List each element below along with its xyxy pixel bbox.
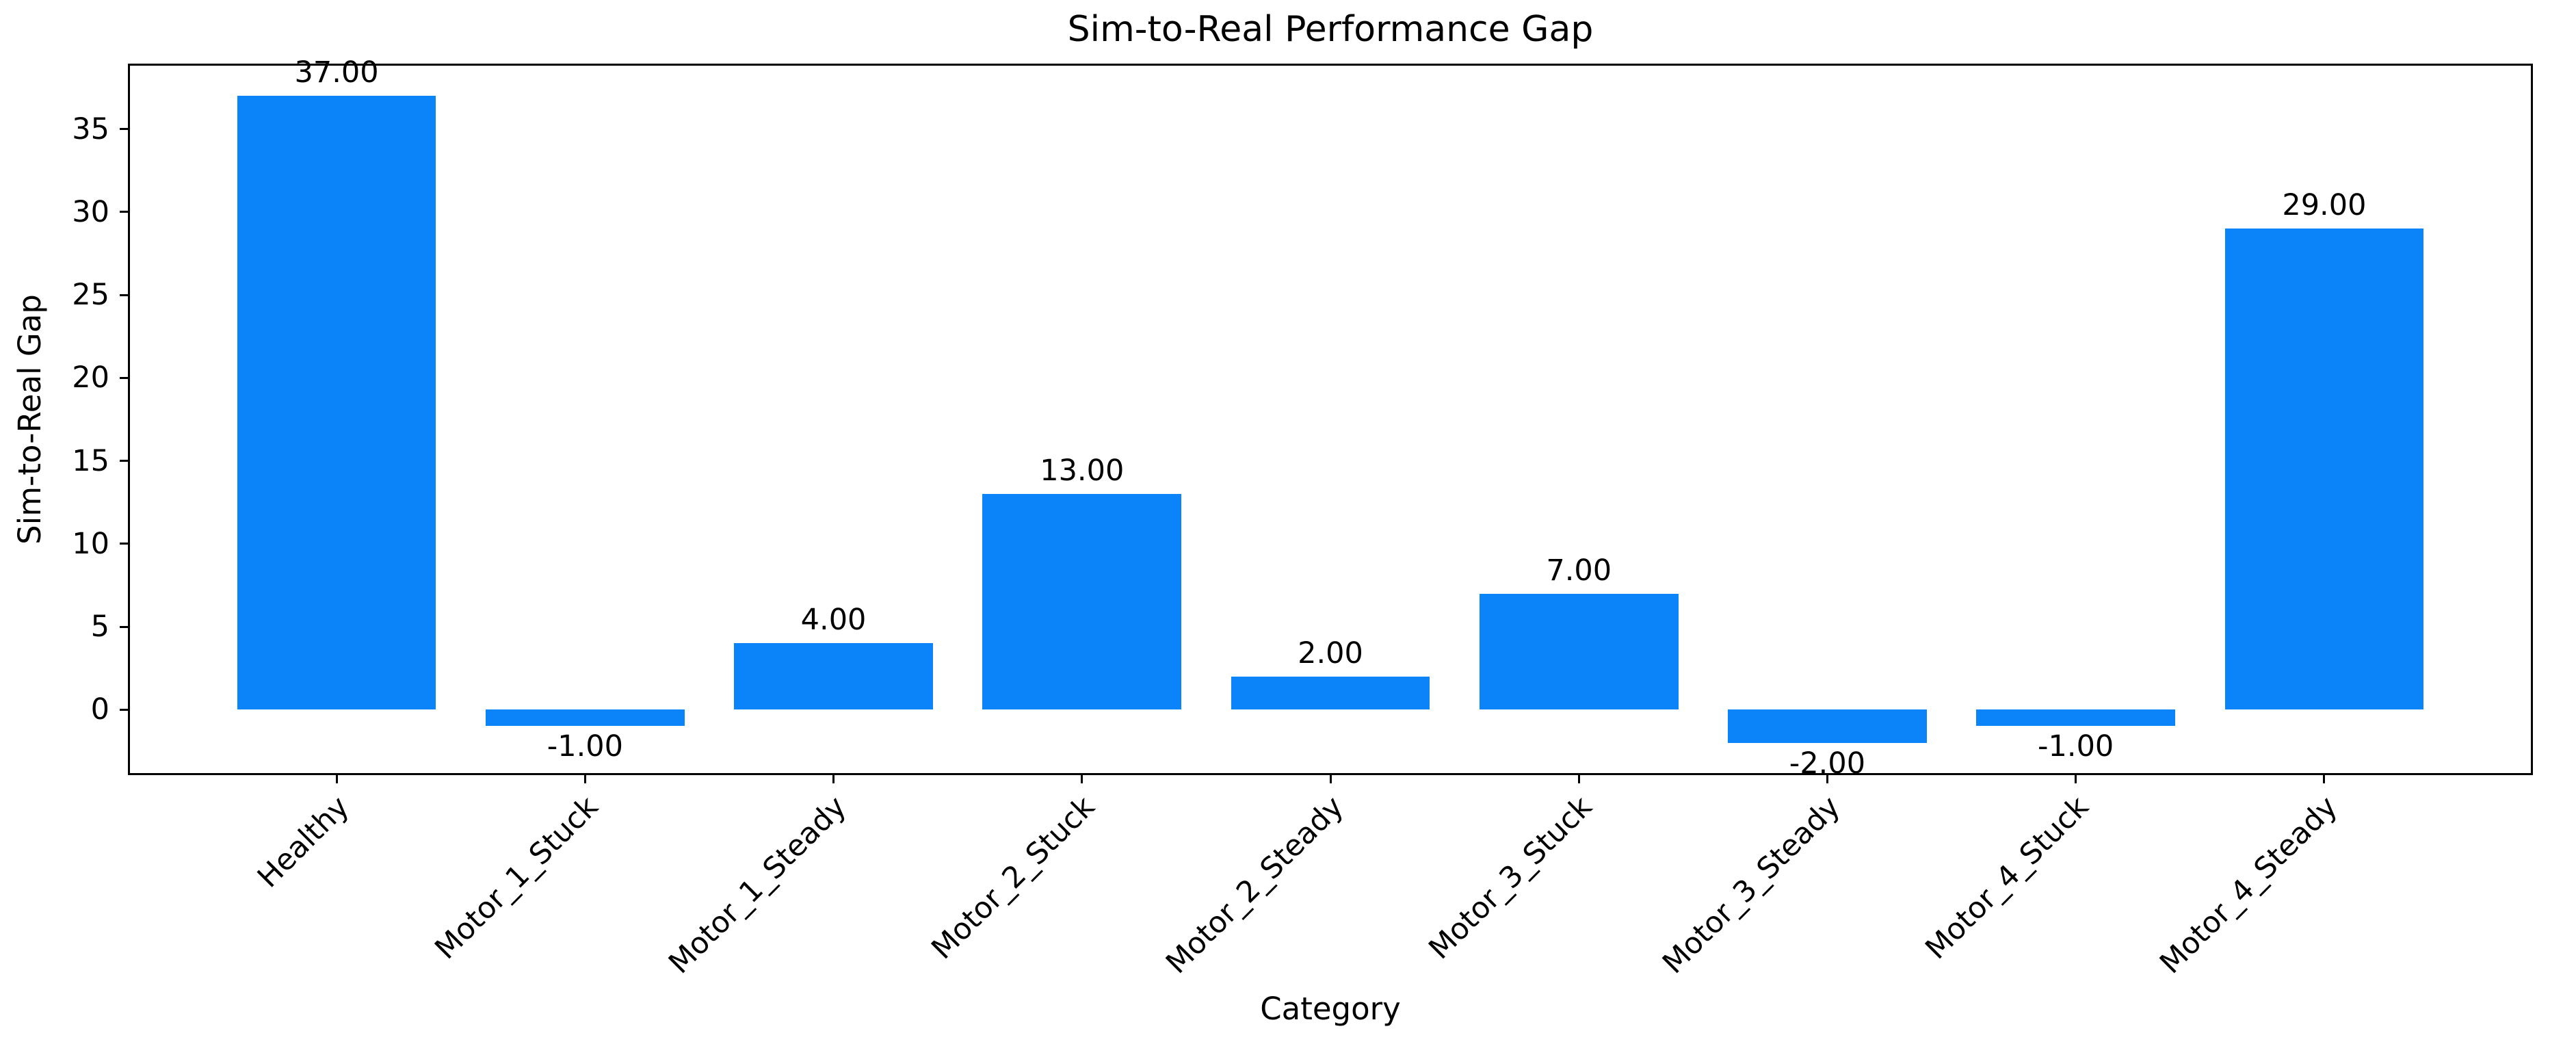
bar-value-label: 37.00 (294, 55, 379, 90)
bar-value-label: -2.00 (1789, 746, 1866, 781)
y-tick-label: 25 (72, 278, 109, 313)
y-tick-mark (120, 708, 128, 711)
x-tick-mark (2323, 775, 2326, 783)
y-tick-label: 35 (72, 112, 109, 146)
y-tick-mark (120, 460, 128, 462)
y-tick-label: 15 (72, 443, 109, 478)
x-tick-mark (335, 775, 338, 783)
x-tick-label-Motor_4_Steady: Motor_4_Steady (2153, 790, 2344, 981)
x-tick-label-Motor_4_Stuck: Motor_4_Stuck (1919, 790, 2096, 967)
y-axis-label: Sim-to-Real Gap (12, 294, 48, 545)
y-tick-mark (120, 543, 128, 545)
bar-Motor_2_Steady (1231, 676, 1430, 710)
bar-value-label: -1.00 (547, 729, 623, 764)
bar-value-label: 7.00 (1546, 553, 1612, 588)
bar-value-label: 13.00 (1040, 454, 1125, 488)
y-tick-mark (120, 211, 128, 213)
x-tick-mark (2075, 775, 2077, 783)
x-tick-mark (1577, 775, 1580, 783)
bar-Motor_3_Steady (1728, 709, 1927, 743)
bar-Motor_3_Stuck (1479, 593, 1679, 710)
y-tick-mark (120, 376, 128, 379)
x-tick-mark (1081, 775, 1083, 783)
x-tick-mark (1826, 775, 1828, 783)
x-tick-label-Motor_1_Steady: Motor_1_Steady (662, 790, 854, 981)
plot-area (128, 64, 2533, 775)
bar-value-label: -1.00 (2038, 729, 2114, 764)
bar-Motor_1_Stuck (486, 709, 685, 727)
x-tick-label-Motor_3_Steady: Motor_3_Steady (1656, 790, 1848, 981)
bar-Motor_2_Stuck (982, 494, 1182, 710)
bar-Motor_4_Steady (2224, 229, 2424, 710)
x-tick-label-Motor_2_Steady: Motor_2_Steady (1159, 790, 1350, 981)
x-tick-mark (1329, 775, 1332, 783)
x-axis-label: Category (1260, 991, 1401, 1027)
y-tick-mark (120, 625, 128, 628)
x-tick-label-Healthy: Healthy (251, 790, 356, 895)
x-tick-mark (832, 775, 835, 783)
y-tick-label: 10 (72, 526, 109, 561)
bar-value-label: 29.00 (2282, 188, 2367, 223)
bar-Motor_1_Steady (734, 643, 933, 710)
y-tick-label: 5 (90, 610, 109, 644)
y-tick-label: 30 (72, 194, 109, 229)
y-tick-label: 0 (90, 692, 109, 727)
x-tick-label-Motor_2_Stuck: Motor_2_Stuck (925, 790, 1102, 967)
bar-Healthy (237, 96, 436, 710)
bar-value-label: 4.00 (800, 603, 867, 638)
y-tick-label: 20 (72, 361, 109, 395)
bar-value-label: 2.00 (1298, 636, 1363, 670)
y-tick-mark (120, 293, 128, 296)
x-tick-label-Motor_1_Stuck: Motor_1_Stuck (428, 790, 605, 967)
chart-title: Sim-to-Real Performance Gap (1067, 9, 1594, 50)
bar-Motor_4_Stuck (1976, 709, 2175, 727)
x-tick-mark (583, 775, 586, 783)
y-tick-mark (120, 128, 128, 131)
x-tick-label-Motor_3_Stuck: Motor_3_Stuck (1422, 790, 1599, 967)
